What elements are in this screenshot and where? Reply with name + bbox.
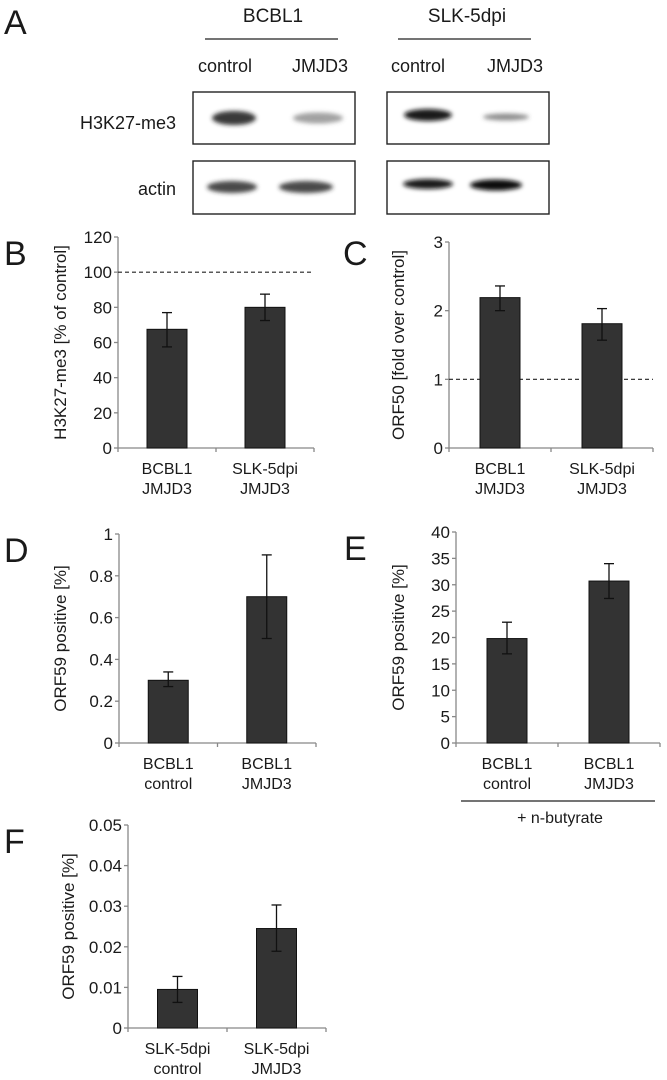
- blot-group-label-slk: SLK-5dpi: [428, 6, 506, 27]
- panel-a: A BCBL1 SLK-5dpi control JMJD3 control J…: [4, 4, 550, 215]
- x-category-label: control: [483, 776, 531, 793]
- y-axis-label: ORF59 positive [%]: [389, 564, 408, 710]
- y-tick-label: 30: [431, 576, 450, 595]
- y-tick-label: 20: [431, 629, 450, 648]
- group-label: + n-butyrate: [517, 810, 603, 827]
- panel-letter-e: E: [344, 530, 367, 568]
- x-category-label: JMJD3: [475, 481, 525, 498]
- y-tick-label: 1: [104, 525, 113, 544]
- panel-letter-b: B: [4, 235, 27, 273]
- lane-label: control: [391, 56, 445, 76]
- panel-letter-d: D: [4, 532, 29, 570]
- bar: [244, 306, 286, 449]
- x-category-label: JMJD3: [142, 481, 192, 498]
- y-tick-label: 0.01: [89, 978, 122, 997]
- x-category-label: BCBL1: [142, 461, 193, 478]
- blot-row-label: actin: [138, 179, 176, 199]
- x-category-label: JMJD3: [252, 1061, 302, 1078]
- y-tick-label: 5: [441, 708, 450, 727]
- y-tick-label: 60: [93, 334, 112, 353]
- bar: [147, 679, 189, 744]
- blot-row-label: H3K27-me3: [80, 113, 176, 133]
- chart-panel-f: F 0 0.01 0.02 0.03 0.04 0.05 ORF59 positive [%]…: [4, 816, 327, 1078]
- blot-band: [404, 109, 452, 121]
- lane-label: JMJD3: [292, 56, 348, 76]
- blot-band: [470, 179, 522, 191]
- y-tick-label: 0.03: [89, 897, 122, 916]
- bar: [588, 580, 630, 744]
- blot-band: [207, 181, 257, 193]
- lane-label: JMJD3: [487, 56, 543, 76]
- y-tick-label: 0: [104, 734, 113, 753]
- chart-panel-e: E 0 5 10 15 20 25 30 35 40 ORF59 positive [%] BCBL1…: [344, 523, 661, 827]
- y-axis-label: ORF50 [fold over control]: [389, 250, 408, 440]
- panel-letter-c: C: [343, 235, 368, 273]
- blot-band: [483, 113, 529, 121]
- y-tick-label: 3: [434, 233, 443, 252]
- blot-band: [403, 179, 453, 189]
- x-category-label: JMJD3: [577, 481, 627, 498]
- y-tick-label: 25: [431, 602, 450, 621]
- y-axis-label: H3K27-me3 [% of control]: [51, 245, 70, 440]
- y-tick-label: 0.4: [89, 650, 113, 669]
- y-tick-label: 15: [431, 655, 450, 674]
- y-tick-label: 0: [441, 734, 450, 753]
- y-tick-label: 2: [434, 302, 443, 321]
- x-category-label: SLK-5dpi: [244, 1041, 310, 1058]
- x-category-label: BCBL1: [143, 756, 194, 773]
- chart-panel-b: B 0 20 40 60 80 100 120 H3K27-me3 [% of control]…: [4, 228, 315, 498]
- x-category-label: control: [144, 776, 192, 793]
- x-category-label: JMJD3: [240, 481, 290, 498]
- blot-band: [293, 112, 343, 124]
- y-tick-label: 0.8: [89, 567, 113, 586]
- y-tick-label: 0.05: [89, 816, 122, 835]
- y-axis-label: ORF59 positive [%]: [51, 565, 70, 711]
- y-tick-label: 1: [434, 370, 443, 389]
- chart-panel-c: C 0 1 2 3 ORF50 [fold over control] BCBL1 JMJD3…: [343, 233, 654, 498]
- blot-band: [279, 181, 333, 193]
- blot-band: [212, 111, 256, 125]
- panel-letter-f: F: [4, 823, 25, 861]
- y-tick-label: 0: [434, 439, 443, 458]
- y-tick-label: 0.02: [89, 938, 122, 957]
- x-category-label: SLK-5dpi: [569, 461, 635, 478]
- lane-label: control: [198, 56, 252, 76]
- bar: [146, 328, 188, 449]
- x-category-label: BCBL1: [475, 461, 526, 478]
- y-tick-label: 0.6: [89, 609, 113, 628]
- y-tick-label: 0: [113, 1019, 122, 1038]
- y-tick-label: 100: [84, 263, 112, 282]
- y-tick-label: 0.04: [89, 857, 122, 876]
- x-category-label: BCBL1: [241, 756, 292, 773]
- chart-panel-d: D 0 0.2 0.4 0.6 0.8 1 ORF59 positive [%] BCBL1 co…: [4, 525, 317, 793]
- y-tick-label: 40: [93, 369, 112, 388]
- y-tick-label: 0: [103, 439, 112, 458]
- x-category-label: JMJD3: [584, 776, 634, 793]
- y-tick-label: 10: [431, 681, 450, 700]
- panel-letter-a: A: [4, 4, 27, 42]
- x-category-label: SLK-5dpi: [232, 461, 298, 478]
- x-category-label: BCBL1: [584, 756, 635, 773]
- x-category-label: SLK-5dpi: [145, 1041, 211, 1058]
- y-tick-label: 40: [431, 523, 450, 542]
- x-category-label: control: [153, 1061, 201, 1078]
- y-tick-label: 120: [84, 228, 112, 247]
- y-axis-label: ORF59 positive [%]: [59, 853, 78, 999]
- bar: [479, 297, 521, 449]
- bar: [581, 323, 623, 449]
- x-category-label: BCBL1: [482, 756, 533, 773]
- y-tick-label: 35: [431, 549, 450, 568]
- blot-group-label-bcbl1: BCBL1: [243, 6, 303, 27]
- y-tick-label: 0.2: [89, 692, 113, 711]
- y-tick-label: 20: [93, 404, 112, 423]
- x-category-label: JMJD3: [242, 776, 292, 793]
- bar: [486, 638, 528, 744]
- y-tick-label: 80: [93, 298, 112, 317]
